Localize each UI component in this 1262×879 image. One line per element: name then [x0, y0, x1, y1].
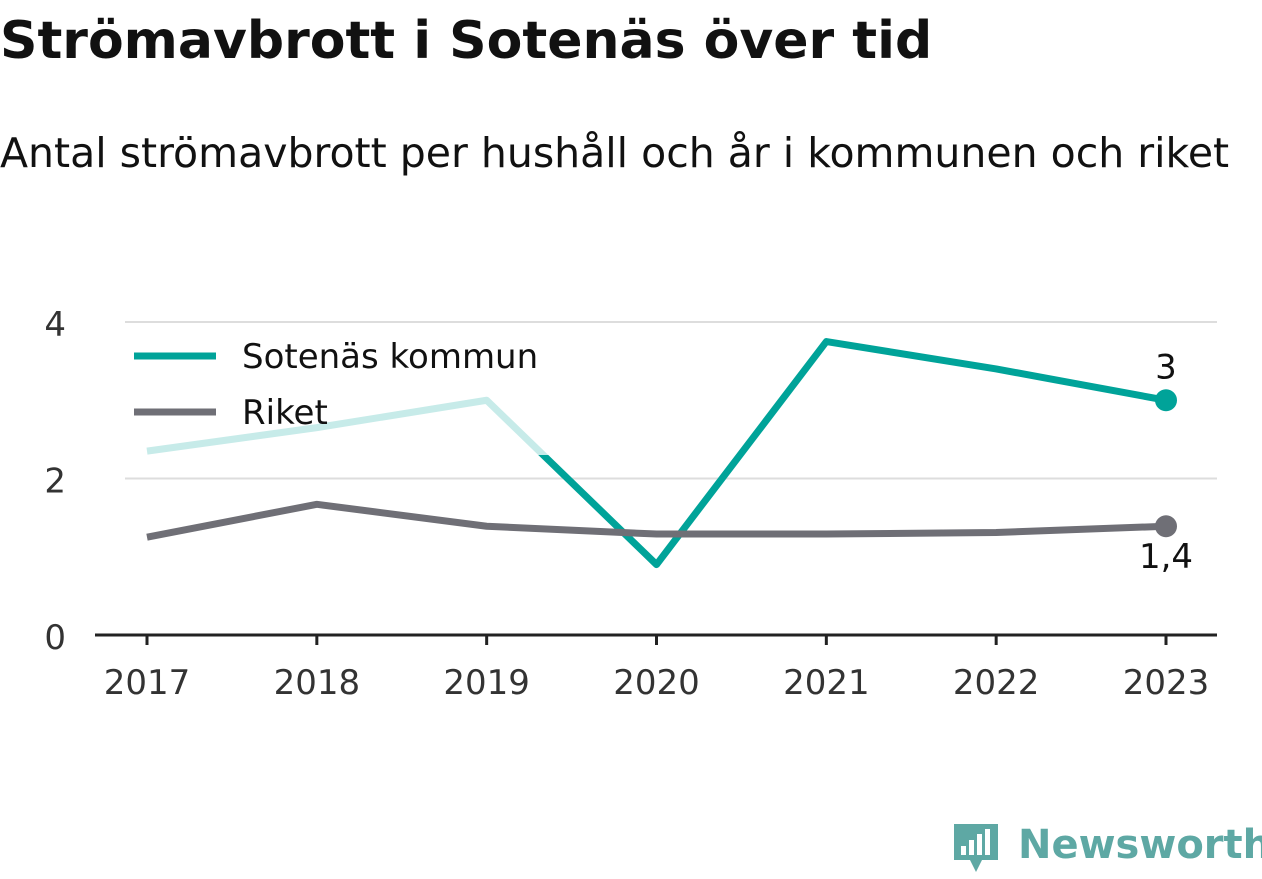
brand-name: Newsworthy	[1018, 822, 1262, 868]
x-tick-label: 2020	[613, 663, 700, 703]
x-tick-label: 2018	[274, 663, 361, 703]
y-tick-label: 2	[44, 462, 66, 502]
x-axis: 2017 2018 2019 2020 2021 2022 2023	[95, 633, 1217, 703]
newsworthy-logo-icon	[954, 824, 998, 872]
legend: Sotenäs kommun Riket	[120, 325, 560, 455]
gridlines	[125, 321, 1217, 480]
y-tick-label: 0	[44, 618, 66, 658]
chart-subtitle: Antal strömavbrott per hushåll och år i …	[0, 129, 1230, 177]
x-tick-label: 2019	[443, 663, 530, 703]
x-tick-label: 2017	[104, 663, 191, 703]
end-labels: 31,4	[1139, 347, 1193, 577]
newsworthy-logo: Newsworthy	[950, 818, 1262, 874]
series-line-1	[146, 500, 1167, 541]
legend-backdrop	[120, 325, 560, 455]
end-value-label: 3	[1155, 347, 1177, 387]
y-axis-ticks: 0 2 4	[44, 305, 66, 658]
end-point-0	[1155, 389, 1177, 412]
legend-label: Riket	[242, 393, 328, 433]
chart-title: Strömavbrott i Sotenäs över tid	[0, 11, 933, 71]
x-tick-label: 2023	[1123, 663, 1210, 703]
end-point-1	[1155, 515, 1177, 538]
x-tick-label: 2022	[953, 663, 1040, 703]
legend-label: Sotenäs kommun	[242, 337, 538, 377]
y-tick-label: 4	[44, 305, 66, 345]
x-tick-label: 2021	[783, 663, 870, 703]
end-value-label: 1,4	[1139, 537, 1193, 577]
